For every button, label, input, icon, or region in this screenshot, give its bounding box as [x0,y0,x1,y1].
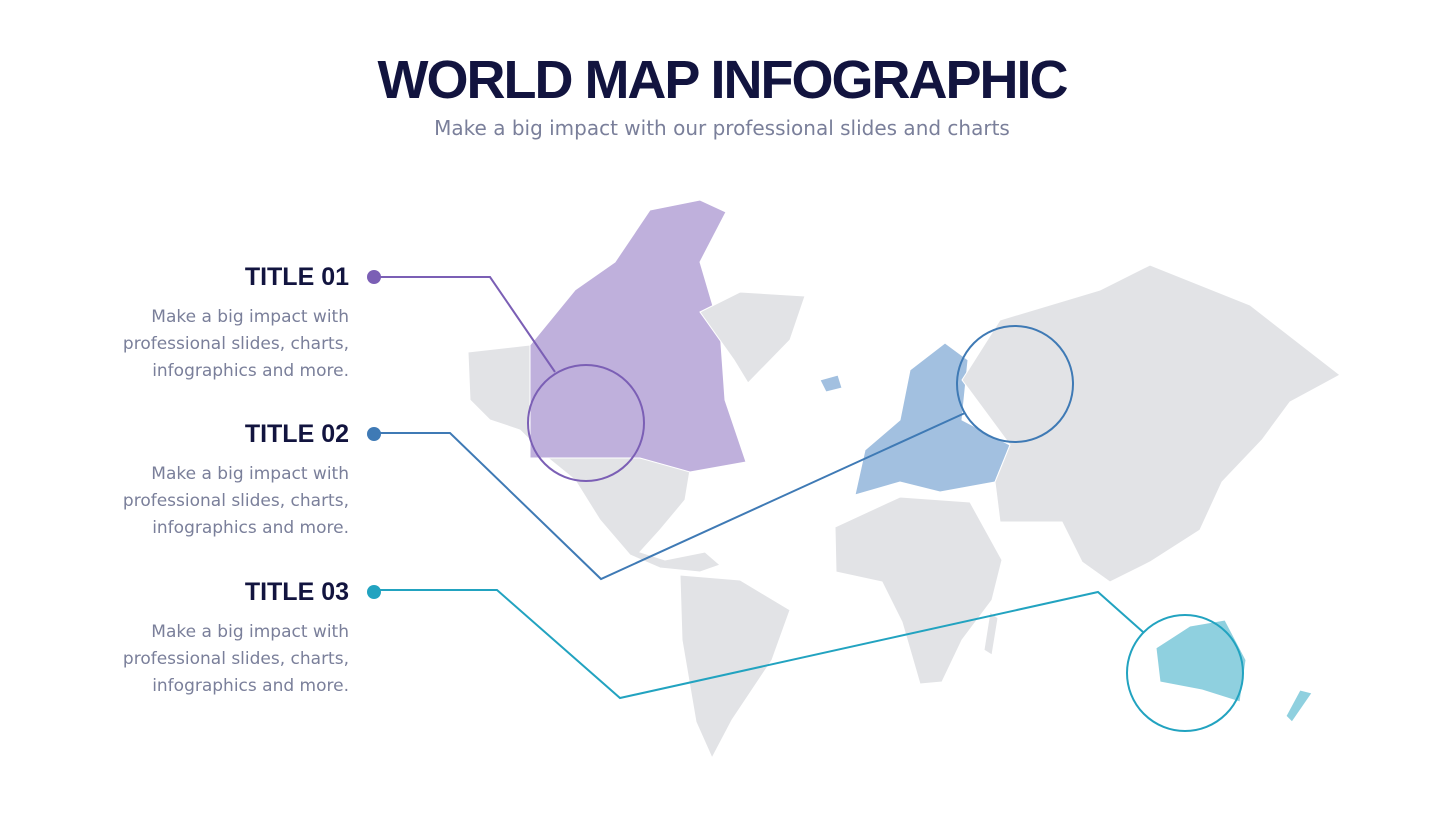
item-text: Make a big impact with [151,622,349,642]
canada [529,199,747,473]
south-america [679,574,791,760]
highlight-circle [1126,614,1244,732]
africa [834,496,1003,685]
bullet-dot [367,427,381,441]
bullet-dot [367,270,381,284]
item-text: Make a big impact with [151,464,349,484]
madagascar [983,611,999,656]
item-text: professional slides, charts, [123,491,349,511]
new-zealand [1285,689,1313,723]
connector [374,412,966,581]
item-text: professional slides, charts, [123,649,349,669]
asia [961,264,1341,583]
bullet-dot [367,585,381,599]
greenland [699,291,806,384]
item-text: Make a big impact with [151,307,349,327]
connectors [374,276,1244,732]
item-title: TITLE 01 [245,263,349,291]
title: WORLD MAP INFOGRAPHIC [378,50,1068,110]
iceland [819,374,843,393]
australia [1155,619,1247,703]
item-text: professional slides, charts, [123,334,349,354]
item-text: infographics and more. [152,676,349,696]
subtitle: Make a big impact with our professional … [434,116,1010,140]
highlight-circle [527,364,645,482]
connector [374,589,1144,700]
item-title: TITLE 02 [245,420,349,448]
connector [374,276,556,373]
item-text: infographics and more. [152,361,349,381]
item-title: TITLE 03 [245,578,349,606]
europe [854,342,1011,496]
highlight-circle [956,325,1074,443]
item-text: infographics and more. [152,518,349,538]
